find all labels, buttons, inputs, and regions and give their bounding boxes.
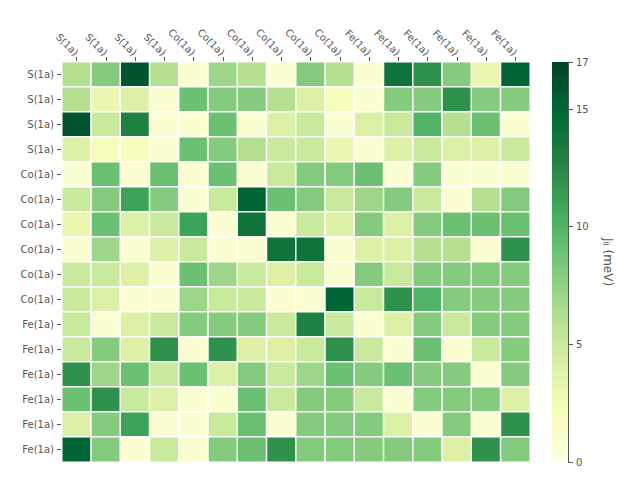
svg-text:0: 0 xyxy=(576,457,582,468)
svg-text:Co(1a): Co(1a) xyxy=(312,27,343,58)
svg-text:S(1a): S(1a) xyxy=(142,31,169,58)
svg-text:Co(1a): Co(1a) xyxy=(225,27,256,58)
svg-text:S(1a): S(1a) xyxy=(83,31,110,58)
svg-text:Fe(1a): Fe(1a) xyxy=(22,319,54,330)
svg-text:Fe(1a): Fe(1a) xyxy=(431,28,461,58)
svg-text:Co(1a): Co(1a) xyxy=(166,27,197,58)
svg-text:Co(1a): Co(1a) xyxy=(21,269,54,280)
svg-text:10: 10 xyxy=(576,221,589,232)
svg-text:Fe(1a): Fe(1a) xyxy=(343,28,373,58)
svg-text:S(1a): S(1a) xyxy=(54,31,81,58)
svg-text:Fe(1a): Fe(1a) xyxy=(401,28,431,58)
svg-text:Co(1a): Co(1a) xyxy=(21,194,54,205)
svg-text:S(1a): S(1a) xyxy=(27,119,54,130)
svg-text:Fe(1a): Fe(1a) xyxy=(460,28,490,58)
svg-text:5: 5 xyxy=(576,339,582,350)
svg-text:Co(1a): Co(1a) xyxy=(195,27,226,58)
svg-text:Co(1a): Co(1a) xyxy=(21,169,54,180)
svg-text:Fe(1a): Fe(1a) xyxy=(22,419,54,430)
svg-text:Co(1a): Co(1a) xyxy=(283,27,314,58)
svg-text:Fe(1a): Fe(1a) xyxy=(489,28,519,58)
svg-text:Fe(1a): Fe(1a) xyxy=(22,394,54,405)
svg-text:S(1a): S(1a) xyxy=(27,69,54,80)
svg-text:15: 15 xyxy=(576,104,589,115)
svg-text:17: 17 xyxy=(576,57,589,68)
svg-text:Fe(1a): Fe(1a) xyxy=(372,28,402,58)
svg-text:S(1a): S(1a) xyxy=(112,31,139,58)
svg-text:Co(1a): Co(1a) xyxy=(21,294,54,305)
svg-text:S(1a): S(1a) xyxy=(27,94,54,105)
svg-text:Fe(1a): Fe(1a) xyxy=(22,344,54,355)
svg-text:S(1a): S(1a) xyxy=(27,144,54,155)
svg-text:Co(1a): Co(1a) xyxy=(254,27,285,58)
svg-text:Fe(1a): Fe(1a) xyxy=(22,369,54,380)
svg-text:Co(1a): Co(1a) xyxy=(21,244,54,255)
svg-text:Jᵢⱼ (meV): Jᵢⱼ (meV) xyxy=(601,237,615,286)
svg-text:Co(1a): Co(1a) xyxy=(21,219,54,230)
svg-text:Fe(1a): Fe(1a) xyxy=(22,444,54,455)
